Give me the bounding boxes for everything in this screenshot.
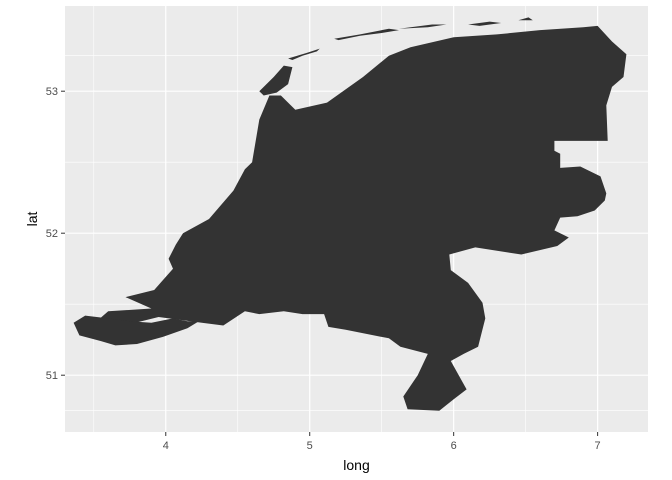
y-tick-label: 53 — [46, 86, 58, 98]
y-tick-label: 51 — [46, 370, 58, 382]
x-axis-ticks: 4 5 6 7 — [163, 432, 601, 452]
region-rottumeroog — [518, 17, 533, 21]
x-tick-label: 4 — [163, 440, 169, 452]
region-mainland — [96, 25, 627, 411]
region-zeeland-south-island — [73, 315, 199, 346]
x-tick-label: 5 — [307, 440, 313, 452]
region-schiermonnikoog — [468, 21, 502, 26]
map-regions — [73, 17, 627, 411]
x-tick-label: 6 — [451, 440, 457, 452]
region-ameland — [399, 24, 447, 29]
y-axis-ticks: 51 52 53 — [46, 86, 65, 382]
x-axis-title: long — [343, 457, 369, 473]
region-texel — [259, 65, 293, 96]
region-vlieland — [288, 48, 320, 60]
y-axis-title: lat — [24, 212, 40, 227]
region-terschelling — [334, 28, 399, 41]
x-tick-label: 7 — [595, 440, 601, 452]
y-tick-label: 52 — [46, 228, 58, 240]
